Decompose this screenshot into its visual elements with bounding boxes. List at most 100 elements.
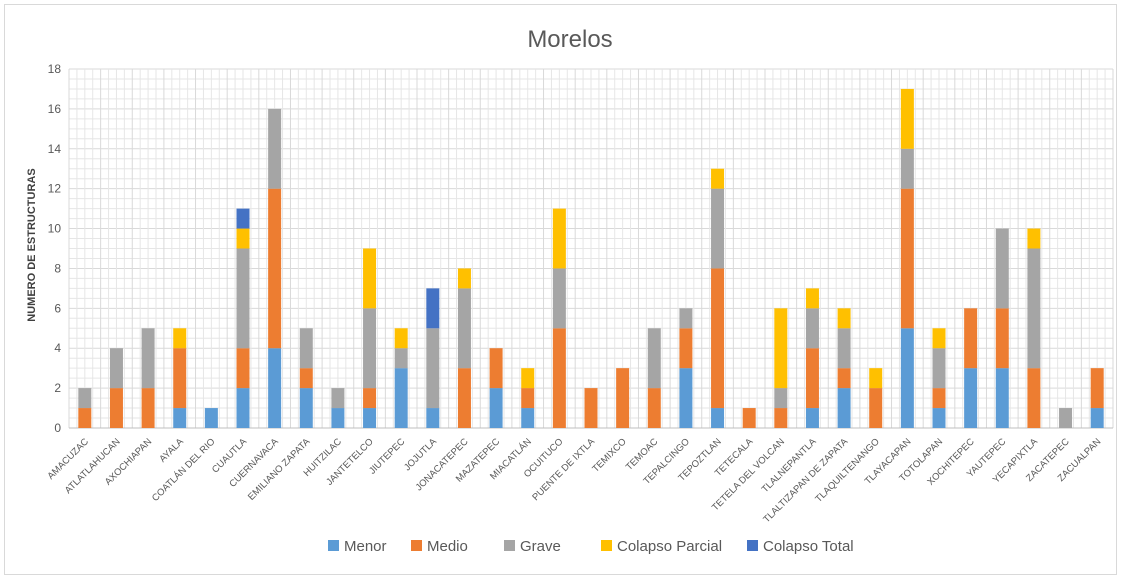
bar-segment-medio xyxy=(742,408,756,428)
legend-swatch-colapso-total xyxy=(747,540,758,551)
y-tick-label: 18 xyxy=(48,62,62,76)
bar-segment-medio xyxy=(837,368,851,389)
bar-segment-menor xyxy=(173,408,187,428)
bar-segment-menor xyxy=(995,368,1009,428)
y-tick-label: 8 xyxy=(54,261,61,275)
legend: Menor Medio Grave Colapso Parcial Colapso To… xyxy=(328,538,854,555)
legend-swatch-grave xyxy=(504,540,515,551)
bar-segment-grave xyxy=(900,148,914,189)
bar-segment-grave xyxy=(78,388,92,409)
legend-label-medio: Medio xyxy=(427,538,468,555)
legend-label-colapso-total: Colapso Total xyxy=(763,538,854,555)
bar-segment-medio xyxy=(109,388,123,428)
bar-segment-menor xyxy=(426,408,440,428)
bar-segment-menor xyxy=(236,388,250,428)
bar-segment-medio xyxy=(457,368,471,428)
y-tick-labels: 0 2 4 6 8 10 12 14 16 18 xyxy=(48,62,62,435)
bar-segment-medio xyxy=(236,348,250,389)
legend-label-grave: Grave xyxy=(520,538,561,555)
bar-segment-grave xyxy=(552,268,566,329)
y-axis-label: NUMERO DE ESTRUCTURAS xyxy=(26,168,38,321)
y-tick-label: 2 xyxy=(54,381,61,395)
bar-segment-medio xyxy=(489,348,503,389)
bar-segment-medio xyxy=(78,408,92,428)
bar-segment-menor xyxy=(837,388,851,428)
bar-segment-colapso-parcial xyxy=(774,308,788,389)
stacked-bar-chart: Morelos NUMERO DE ESTRUCTURAS 0 2 4 6 8 10 12 1… xyxy=(26,26,1114,555)
bar-segment-grave xyxy=(774,388,788,409)
bar-segment-medio xyxy=(1090,368,1104,409)
bar-segment-menor xyxy=(331,408,345,428)
bar-segment-medio xyxy=(995,308,1009,369)
bar-segment-grave xyxy=(805,308,819,349)
bar-segment-menor xyxy=(900,328,914,428)
bar-segment-colapso-parcial xyxy=(521,368,535,389)
legend-swatch-medio xyxy=(411,540,422,551)
bar-segment-grave xyxy=(236,248,250,349)
y-tick-label: 12 xyxy=(48,182,62,196)
bar-segment-colapso-parcial xyxy=(932,328,946,349)
x-tick-label: TEMIXCO xyxy=(590,436,628,474)
bar-segment-grave xyxy=(995,228,1009,309)
legend-label-colapso-parcial: Colapso Parcial xyxy=(617,538,722,555)
bar-segment-menor xyxy=(711,408,725,428)
bar-segment-medio xyxy=(141,388,155,428)
grid xyxy=(68,68,1114,429)
bar-segment-medio xyxy=(521,388,535,409)
bar-segment-medio xyxy=(932,388,946,409)
bar-segment-medio xyxy=(268,188,282,349)
bar-segment-colapso-parcial xyxy=(900,88,914,149)
bar-segment-grave xyxy=(932,348,946,389)
bar-segment-colapso-parcial xyxy=(869,368,883,389)
bar-segment-grave xyxy=(299,328,313,369)
bar-segment-grave xyxy=(268,108,282,189)
y-tick-label: 6 xyxy=(54,301,61,315)
bar-segment-colapso-parcial xyxy=(173,328,187,349)
bar-segment-colapso-total xyxy=(236,208,250,229)
bar-segment-menor xyxy=(363,408,377,428)
bar-segment-menor xyxy=(932,408,946,428)
y-tick-label: 16 xyxy=(48,102,62,116)
bar-segment-grave xyxy=(426,328,440,409)
y-tick-label: 14 xyxy=(48,142,62,156)
bar-segment-colapso-parcial xyxy=(236,228,250,249)
legend-swatch-colapso-parcial xyxy=(601,540,612,551)
bar-segment-menor xyxy=(964,368,978,428)
bar-segment-menor xyxy=(521,408,535,428)
bar-segment-grave xyxy=(331,388,345,409)
bar-segment-colapso-parcial xyxy=(805,288,819,309)
bar-segment-grave xyxy=(1059,408,1073,428)
x-tick-label: AYALA xyxy=(157,436,186,465)
bar-segment-medio xyxy=(363,388,377,409)
bar-segment-medio xyxy=(711,268,725,409)
x-tick-label: ATLATLAHUCAN xyxy=(63,436,123,496)
bar-segment-medio xyxy=(552,328,566,428)
bar-segment-medio xyxy=(616,368,630,428)
bar-segment-menor xyxy=(489,388,503,428)
bar-segment-medio xyxy=(584,388,598,428)
bar-segment-menor xyxy=(268,348,282,428)
x-tick-label: COATLÁN DEL RIO xyxy=(150,436,218,504)
bar-segment-medio xyxy=(173,348,187,409)
bar-segment-grave xyxy=(711,188,725,269)
x-tick-label: TLALNEPANTLA xyxy=(760,436,819,495)
bar-segment-grave xyxy=(109,348,123,389)
bar-segment-menor xyxy=(204,408,218,428)
bar-segment-medio xyxy=(1027,368,1041,428)
bars xyxy=(78,88,1104,428)
y-tick-label: 10 xyxy=(48,222,62,236)
bar-segment-medio xyxy=(774,408,788,428)
bar-segment-menor xyxy=(805,408,819,428)
bar-segment-grave xyxy=(394,348,408,369)
bar-segment-colapso-total xyxy=(426,288,440,329)
bar-segment-colapso-parcial xyxy=(363,248,377,309)
bar-segment-medio xyxy=(679,328,693,369)
bar-segment-colapso-parcial xyxy=(552,208,566,269)
y-tick-label: 4 xyxy=(54,341,61,355)
bar-segment-colapso-parcial xyxy=(1027,228,1041,249)
bar-segment-menor xyxy=(679,368,693,428)
bar-segment-medio xyxy=(299,368,313,389)
bar-segment-menor xyxy=(299,388,313,428)
y-tick-label: 0 xyxy=(54,421,61,435)
